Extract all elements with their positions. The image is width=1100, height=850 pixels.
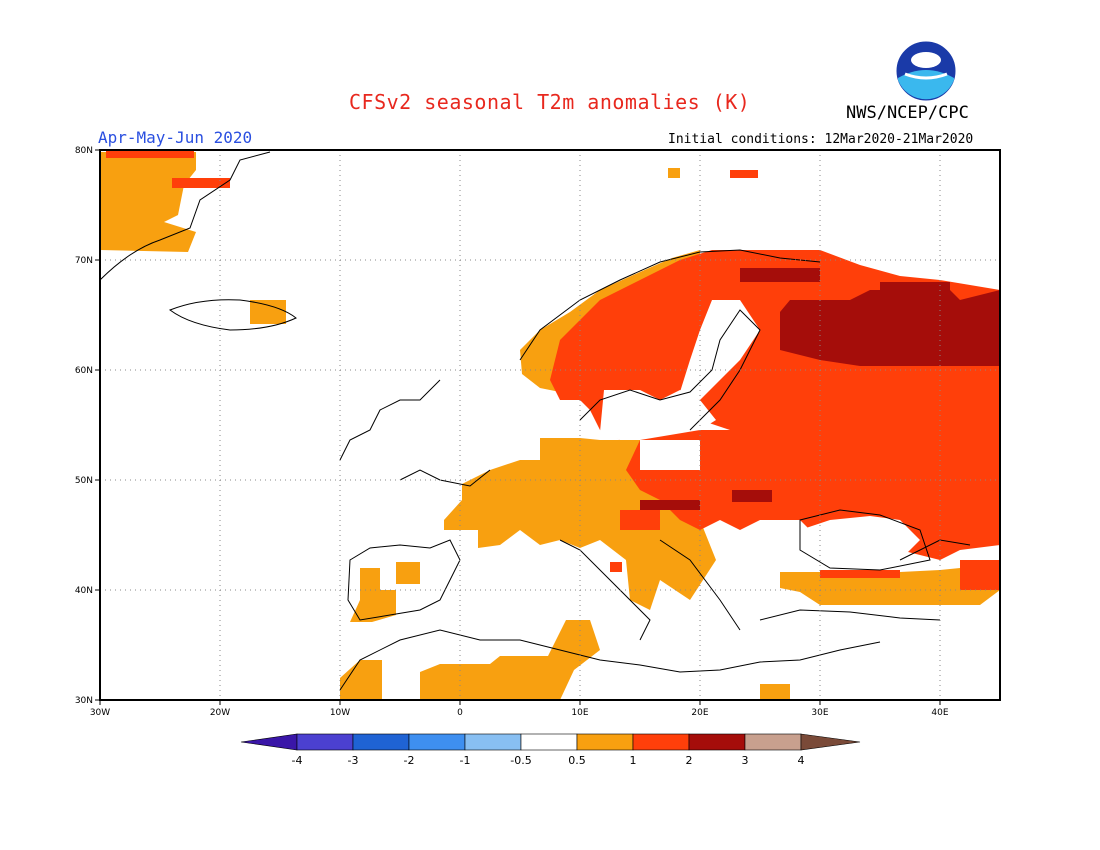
anomaly-area-svalbard (668, 168, 680, 178)
anomaly-area-caucasus (960, 560, 1000, 590)
season-label: Apr-May-Jun 2020 (98, 128, 253, 147)
anomaly-gap-poland (640, 440, 700, 470)
colorbar-label: -0.5 (510, 754, 531, 767)
map-frame (99, 149, 1001, 701)
anomaly-area-svalbard-east (730, 170, 758, 178)
colorbar-swatch (520, 733, 578, 751)
lon-label: 30E (811, 708, 828, 718)
coastlines (100, 151, 971, 691)
anomaly-gap-black-sea (800, 516, 920, 568)
latitude-labels: 80N 70N 60N 50N 40N 30N (75, 146, 93, 706)
anomaly-area-iberia (350, 568, 396, 622)
colorbar-swatch (632, 733, 690, 751)
anomaly-area-nw-russia (780, 290, 1000, 366)
colorbar-label: -4 (292, 754, 303, 767)
lat-label: 40N (75, 586, 93, 596)
lon-label: 20E (691, 708, 708, 718)
anomaly-area-greece (610, 562, 622, 572)
anomaly-area-turkey-north (820, 570, 900, 578)
anomaly-area-russia-north (740, 268, 820, 282)
lat-label: 60N (75, 366, 93, 376)
colorbar-swatch (576, 733, 634, 751)
anomaly-area-greenland (100, 152, 196, 252)
anomaly-area-greenland-north (106, 150, 194, 158)
anomaly-area-anatolia (780, 560, 1000, 605)
lon-label: 30W (90, 708, 110, 718)
lon-label: 40E (931, 708, 948, 718)
colorbar-label: 0.5 (568, 754, 586, 767)
anomaly-area-north-africa (340, 660, 382, 700)
colorbar-label: 1 (630, 754, 637, 767)
anomaly-area-kola (880, 282, 950, 300)
colorbar-swatch (296, 733, 354, 751)
colorbar-swatch (464, 733, 522, 751)
gridlines (100, 150, 1000, 700)
anomaly-area-ukraine (640, 500, 700, 510)
initial-conditions-label: Initial conditions: 12Mar2020-21Mar2020 (668, 132, 974, 147)
colorbar-label: -2 (404, 754, 415, 767)
anomaly-area-iceland (250, 300, 286, 324)
lon-label: 0 (457, 708, 463, 718)
lat-label: 50N (75, 476, 93, 486)
anomaly-fill-layer (100, 150, 1000, 700)
lat-label: 30N (75, 696, 93, 706)
colorbar-swatch (800, 733, 861, 751)
colorbar-label: 3 (742, 754, 749, 767)
lon-label: 10W (330, 708, 350, 718)
anomaly-gap-baltic (600, 390, 716, 440)
anomaly-area-spain-patch (396, 562, 420, 584)
colorbar-label: 4 (798, 754, 805, 767)
anomaly-area-greenland-patch (172, 178, 230, 188)
lon-label: 10E (571, 708, 588, 718)
colorbar-swatch (352, 733, 410, 751)
agency-label: NWS/NCEP/CPC (846, 103, 969, 123)
colorbar-label: 2 (686, 754, 693, 767)
colorbar-swatch (240, 733, 298, 751)
colorbar-swatch (688, 733, 746, 751)
axis-ticks (95, 149, 941, 705)
anomaly-area-eastern-med (760, 684, 790, 700)
colorbar-label: -3 (348, 754, 359, 767)
anomaly-area-north-africa-central (420, 620, 600, 700)
colorbar-swatch (744, 733, 802, 751)
longitude-labels: 30W 20W 10W 0 10E 20E 30E 40E (90, 708, 949, 718)
colorbar-label: -1 (460, 754, 471, 767)
lat-label: 70N (75, 256, 93, 266)
colorbar-swatch (408, 733, 466, 751)
colorbar: -4 -3 -2 -1 -0.5 0.5 1 2 3 4 (240, 733, 861, 767)
map-title: CFSv2 seasonal T2m anomalies (K) (349, 90, 751, 114)
lon-label: 20W (210, 708, 230, 718)
lat-label: 80N (75, 146, 93, 156)
anomaly-area-carpathian (620, 510, 660, 530)
noaa-logo-icon (895, 40, 957, 102)
anomaly-area-hungary (732, 490, 772, 502)
